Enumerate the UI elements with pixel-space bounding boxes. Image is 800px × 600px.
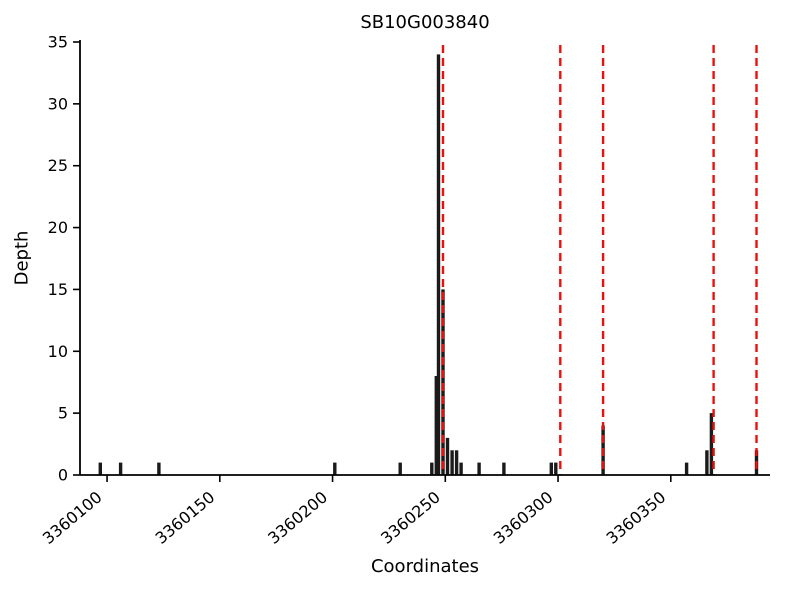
depth-bar — [333, 462, 337, 475]
y-tick-label: 10 — [48, 342, 68, 361]
depth-bar — [441, 289, 445, 475]
depth-bar — [436, 54, 441, 476]
depth-bar — [157, 462, 161, 475]
y-tick-label: 35 — [48, 33, 68, 52]
depth-bar — [434, 376, 438, 475]
depth-bar — [454, 450, 459, 475]
depth-bar — [709, 413, 714, 475]
y-tick-label: 30 — [48, 94, 68, 113]
chart-title: SB10G003840 — [360, 12, 490, 33]
x-tick-label: 3360350 — [603, 488, 670, 548]
depth-bar — [705, 450, 709, 475]
depth-bar — [450, 450, 454, 475]
x-tick-label: 3360300 — [490, 488, 557, 548]
y-tick-label: 15 — [48, 280, 68, 299]
y-tick-label: 0 — [58, 466, 68, 485]
x-tick-label: 3360200 — [264, 488, 331, 548]
y-tick-label: 5 — [58, 404, 68, 423]
depth-bar — [502, 462, 506, 475]
depth-bar — [684, 462, 689, 475]
depth-bar — [477, 462, 481, 475]
y-tick-label: 25 — [48, 156, 68, 175]
x-axis-label: Coordinates — [370, 556, 480, 577]
depth-bar — [549, 462, 553, 475]
depth-bar — [98, 462, 102, 475]
depth-bar — [398, 462, 402, 475]
x-tick-label: 3360100 — [39, 488, 106, 548]
y-tick-label: 20 — [48, 218, 68, 237]
x-tick-label: 3360150 — [152, 488, 219, 548]
depth-bar — [118, 462, 123, 475]
depth-bar — [554, 462, 558, 475]
depth-bar — [430, 462, 434, 475]
depth-bar — [459, 462, 463, 475]
x-tick-label: 3360250 — [377, 488, 444, 548]
depth-bar — [445, 437, 450, 475]
